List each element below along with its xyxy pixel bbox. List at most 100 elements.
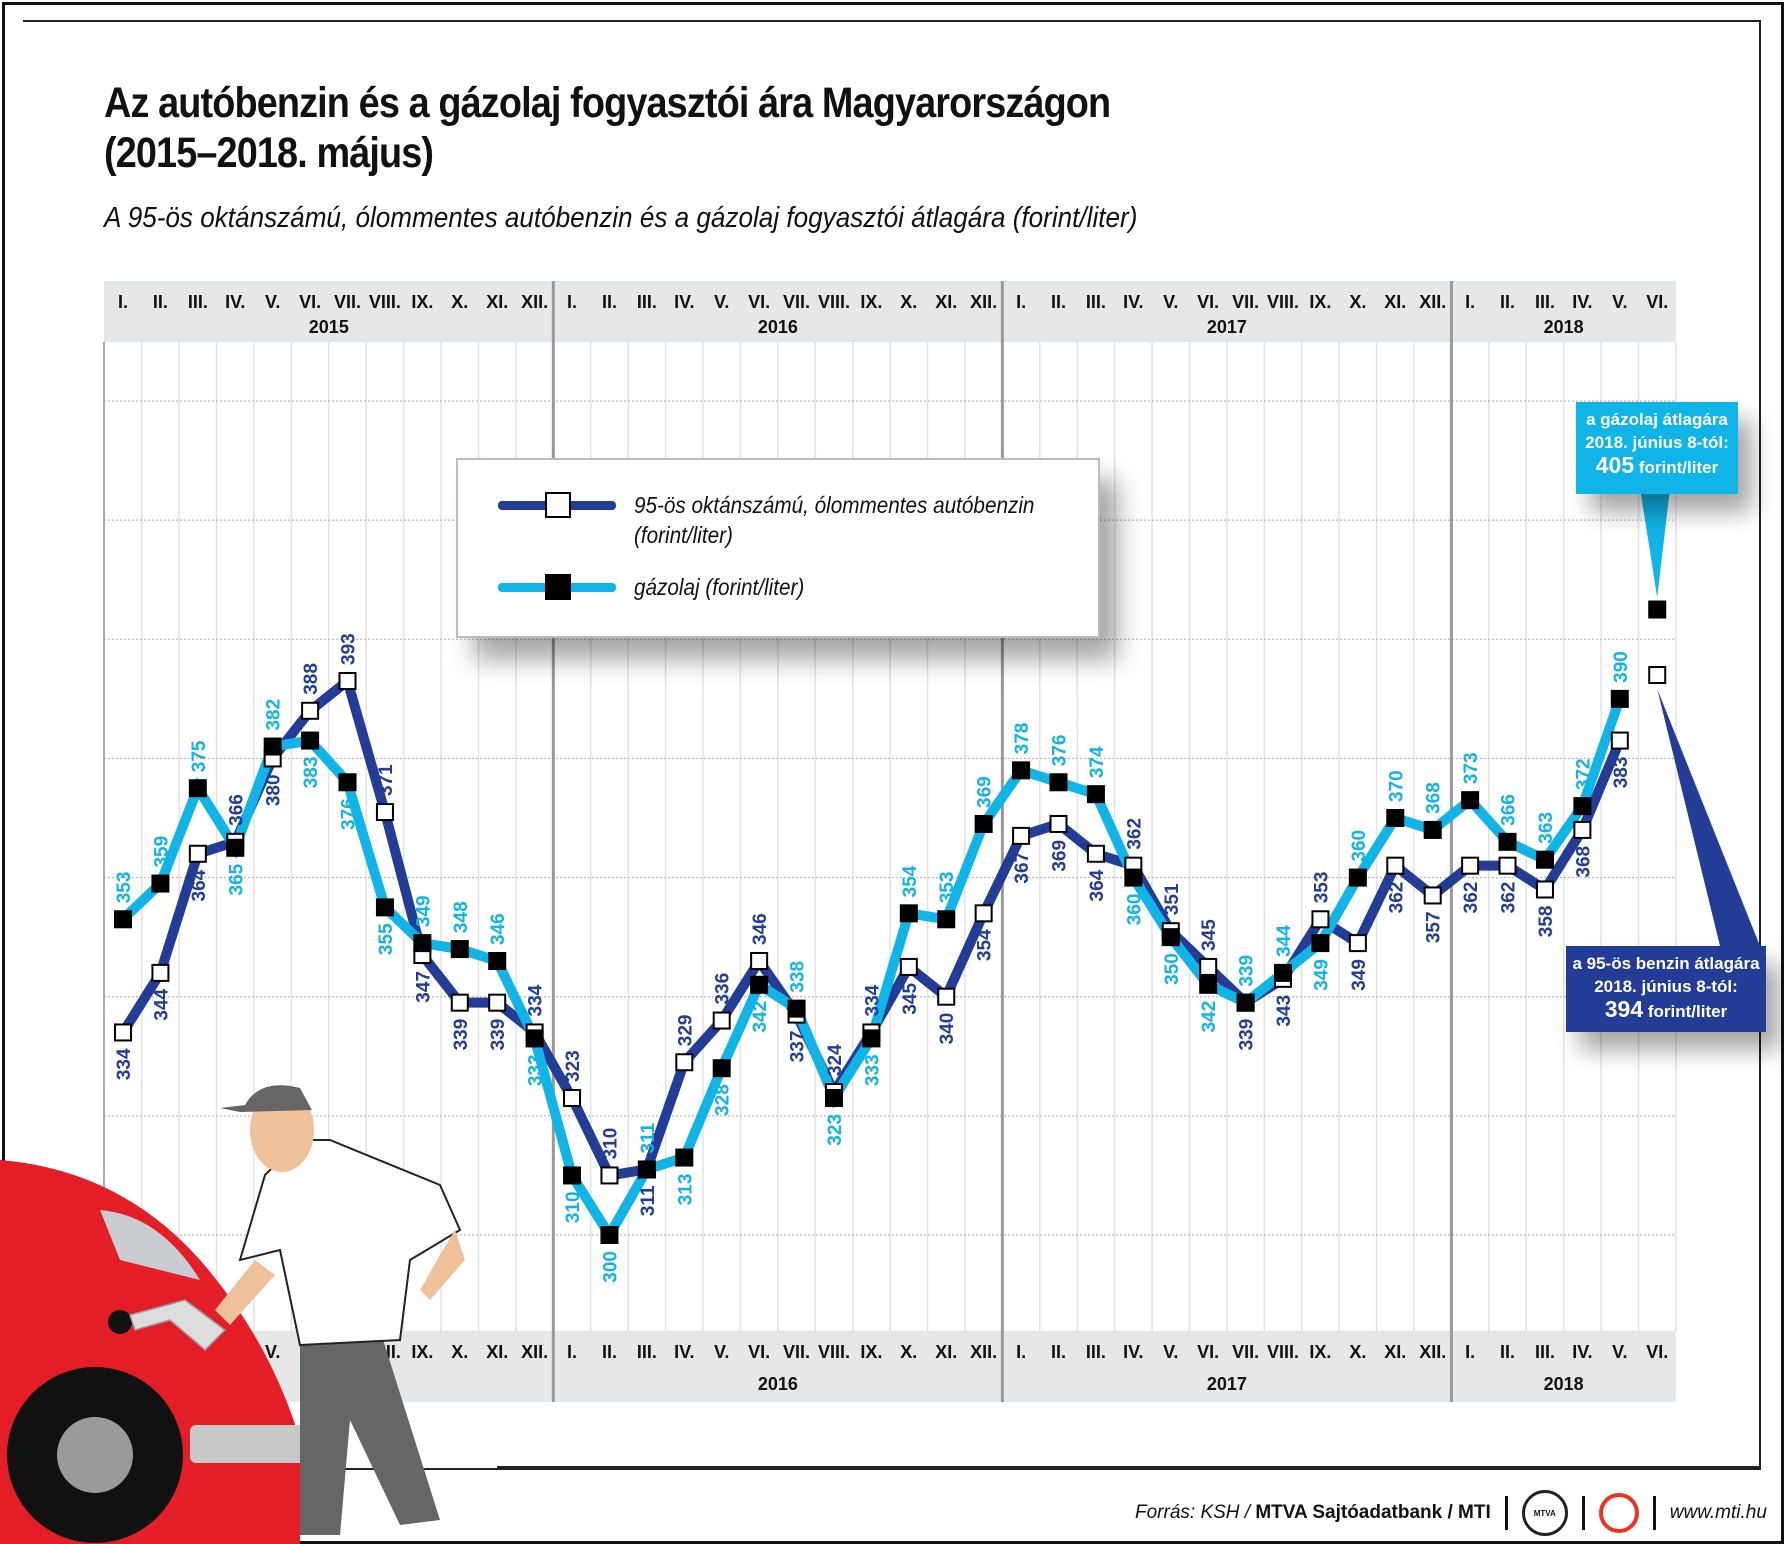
- bottom-month-label: II.: [1051, 1342, 1066, 1362]
- bottom-month-label: XII.: [970, 1342, 997, 1362]
- top-month-label: X.: [900, 292, 917, 312]
- petrol-data-label: 345: [1199, 919, 1220, 951]
- petrol-data-label: 349: [1349, 959, 1370, 991]
- bottom-month-label: I.: [1016, 1342, 1026, 1362]
- car-window: [100, 1210, 200, 1280]
- fuel-inlet: [108, 1310, 132, 1334]
- diesel-data-label: 363: [1536, 812, 1557, 844]
- diesel-marker: [1274, 963, 1293, 982]
- diesel-marker: [750, 975, 769, 994]
- bottom-month-label: VII.: [783, 1342, 810, 1362]
- diesel-data-label: 339: [1237, 955, 1258, 987]
- diesel-marker: [1012, 761, 1031, 780]
- petrol-marker: [301, 701, 320, 720]
- callout-unit: forint/liter: [1638, 458, 1719, 477]
- inner-frame: [23, 20, 1761, 1470]
- diesel-marker: [488, 951, 507, 970]
- petrol-data-label: 368: [1573, 846, 1594, 878]
- diesel-june-callout: a gázolaj átlagára 2018. június 8-tól: 4…: [1576, 402, 1738, 494]
- bottom-month-label: II.: [1500, 1342, 1515, 1362]
- top-month-label: III.: [1086, 292, 1106, 312]
- bottom-month-label: IX.: [860, 1342, 882, 1362]
- fuel-nozzle: [129, 1299, 227, 1352]
- petrol-data-label: 340: [937, 1013, 958, 1045]
- petrol-data-label: 343: [1274, 995, 1295, 1027]
- top-month-label: IV.: [225, 292, 245, 312]
- petrol-data-label: 388: [301, 663, 322, 695]
- diesel-marker: [1124, 868, 1143, 887]
- top-month-label: I.: [567, 292, 577, 312]
- top-month-label: IV.: [1123, 292, 1143, 312]
- footer: Forrás: KSH / MTVA Sajtóadatbank / MTI M…: [1135, 1490, 1767, 1536]
- title-line-2: (2015–2018. május): [104, 129, 434, 177]
- petrol-data-label: 366: [226, 794, 247, 826]
- website-link[interactable]: www.mti.hu: [1669, 1502, 1767, 1523]
- petrol-marker: [712, 1011, 731, 1030]
- top-year-label: 2017: [1207, 317, 1247, 337]
- top-month-label: IX.: [1309, 292, 1331, 312]
- petrol-data-label: 311: [638, 1185, 659, 1216]
- diesel-marker: [1498, 832, 1517, 851]
- divider: [1504, 1496, 1508, 1530]
- petrol-marker: [937, 987, 956, 1006]
- bottom-month-label: V.: [1163, 1342, 1178, 1362]
- diesel-data-label: 372: [1573, 758, 1594, 790]
- man-trousers: [300, 1330, 440, 1535]
- man-hand-hip: [420, 1230, 465, 1300]
- bottom-month-label: XII.: [1419, 1342, 1446, 1362]
- top-month-label: VII.: [334, 292, 361, 312]
- diesel-data-label: 355: [376, 923, 397, 955]
- diesel-data-label: 376: [339, 798, 360, 830]
- bottom-year-label: 2016: [758, 1374, 798, 1394]
- petrol-data-label: 344: [151, 988, 172, 1020]
- top-month-label: V.: [265, 292, 280, 312]
- top-month-label: II.: [1051, 292, 1066, 312]
- diesel-data-label: 378: [1012, 723, 1033, 755]
- diesel-data-label: 368: [1424, 782, 1445, 814]
- top-month-label: XII.: [1419, 292, 1446, 312]
- diesel-marker: [413, 934, 432, 953]
- bottom-month-label: IX.: [411, 1342, 433, 1362]
- legend-item-diesel: gázolaj (forint/liter): [498, 572, 823, 602]
- petrol-data-label: 337: [788, 1031, 809, 1063]
- man-arm: [215, 1260, 275, 1325]
- top-month-label: IV.: [1572, 292, 1592, 312]
- petrol-data-label: 362: [1124, 818, 1145, 850]
- diesel-marker: [1386, 809, 1405, 828]
- top-month-label: III.: [188, 292, 208, 312]
- diesel-marker: [899, 904, 918, 923]
- diesel-data-label: 338: [788, 961, 809, 993]
- petrol-data-label: 346: [750, 913, 771, 945]
- petrol-data-label: 364: [1087, 869, 1108, 901]
- mti-logo: [1598, 1493, 1639, 1533]
- diesel-marker: [1573, 797, 1592, 816]
- petrol-marker: [375, 803, 394, 822]
- diesel-marker: [563, 1166, 582, 1185]
- legend-label-petrol: 95-ös oktánszámú, ólommentes autóbenzin: [634, 492, 1035, 518]
- bottom-month-label: II.: [602, 1342, 617, 1362]
- bottom-month-label: V.: [1612, 1342, 1627, 1362]
- diesel-data-label: 359: [151, 836, 172, 868]
- diesel-data-label: 344: [1274, 925, 1295, 957]
- diesel-marker: [1648, 600, 1667, 619]
- diesel-marker: [1348, 868, 1367, 887]
- diesel-data-label: 346: [488, 913, 509, 945]
- diesel-data-label: 375: [189, 740, 210, 772]
- top-month-label: VII.: [783, 292, 810, 312]
- bottom-month-label: III.: [1086, 1342, 1106, 1362]
- top-month-label: II.: [153, 292, 168, 312]
- man-shirt: [238, 1139, 462, 1347]
- top-month-label: IX.: [860, 292, 882, 312]
- subtitle: A 95-ös oktánszámú, ólommentes autóbenzi…: [104, 202, 1138, 234]
- top-month-label: III.: [637, 292, 657, 312]
- diesel-data-label: 342: [1199, 1001, 1220, 1033]
- diesel-marker: [862, 1029, 881, 1048]
- diesel-marker: [637, 1160, 656, 1179]
- diesel-marker: [1461, 791, 1480, 810]
- petrol-data-label: 351: [1162, 883, 1183, 915]
- petrol-june-callout: a 95-ös benzin átlagára 2018. június 8-t…: [1566, 946, 1766, 1032]
- diesel-data-label: 328: [713, 1084, 734, 1116]
- petrol-marker: [1386, 856, 1405, 875]
- petrol-marker: [1461, 856, 1480, 875]
- diesel-data-label: 323: [825, 1114, 846, 1146]
